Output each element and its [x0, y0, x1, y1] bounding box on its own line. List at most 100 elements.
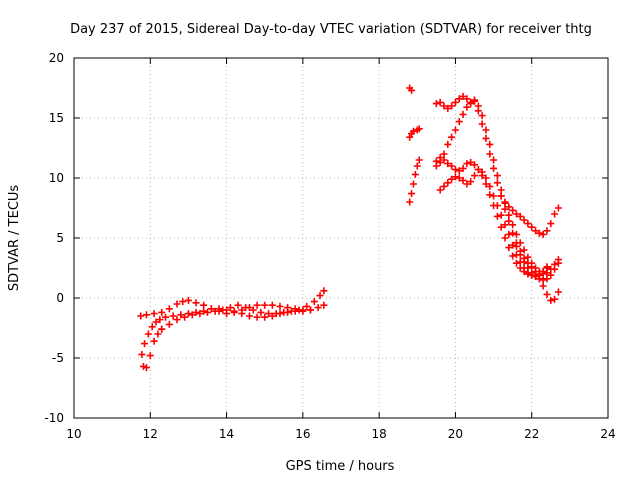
data-point	[474, 166, 482, 174]
y-tick-label: 10	[49, 171, 64, 185]
data-point	[436, 98, 444, 106]
data-point	[509, 229, 517, 237]
data-point	[551, 210, 559, 218]
data-point	[512, 242, 520, 250]
data-point	[482, 126, 490, 134]
data-point	[524, 264, 532, 272]
x-tick-label: 22	[524, 427, 539, 441]
data-point	[520, 258, 528, 266]
data-point	[152, 318, 160, 326]
data-point	[486, 191, 494, 199]
data-point	[478, 112, 486, 120]
series-arc-m	[512, 242, 562, 284]
data-point	[448, 102, 456, 110]
data-point	[516, 251, 524, 259]
data-point	[451, 98, 459, 106]
data-point	[455, 167, 463, 175]
data-point	[409, 127, 417, 135]
y-tick-label: -10	[44, 411, 64, 425]
data-point	[516, 239, 524, 247]
series-arc-e	[406, 84, 416, 94]
data-point	[490, 156, 498, 164]
data-point	[436, 154, 444, 162]
data-point	[440, 150, 448, 158]
data-point	[463, 160, 471, 168]
y-tick-label: 20	[49, 51, 64, 65]
y-axis-label: SDTVAR / TECUs	[7, 185, 22, 292]
data-point	[265, 310, 273, 318]
data-point	[512, 259, 520, 267]
x-tick-label: 12	[143, 427, 158, 441]
x-tick-label: 18	[372, 427, 387, 441]
data-point	[440, 156, 448, 164]
data-point	[501, 234, 509, 242]
data-point	[223, 310, 231, 318]
data-point	[219, 306, 227, 314]
data-point	[144, 330, 152, 338]
data-point	[554, 204, 562, 212]
data-point	[276, 302, 284, 310]
data-point	[471, 172, 478, 180]
data-point	[320, 287, 328, 295]
data-point	[478, 120, 486, 128]
data-point	[415, 125, 423, 133]
data-point	[245, 312, 253, 320]
data-point	[165, 305, 173, 313]
data-point	[249, 306, 257, 314]
data-point	[261, 313, 269, 321]
x-tick-labels: 10 12 14 16 18 20 22 24	[66, 427, 615, 441]
data-point	[432, 100, 440, 108]
series-arc-i	[432, 96, 562, 278]
data-point	[543, 290, 551, 298]
data-point	[310, 298, 318, 306]
data-point	[226, 304, 234, 312]
x-tick-label: 10	[66, 427, 81, 441]
data-point	[524, 220, 532, 228]
data-point	[509, 221, 517, 229]
data-point	[486, 150, 494, 158]
data-point	[543, 275, 551, 283]
data-point	[287, 307, 295, 315]
data-point	[280, 308, 288, 316]
data-point	[467, 178, 475, 186]
data-point	[158, 308, 166, 316]
data-point	[501, 198, 509, 206]
data-point	[497, 186, 505, 194]
data-point	[162, 313, 170, 321]
data-point	[505, 211, 513, 219]
data-point	[306, 306, 314, 314]
data-point	[509, 252, 517, 260]
y-tick-label: 5	[56, 231, 64, 245]
data-point	[320, 301, 328, 309]
data-point	[459, 92, 467, 100]
data-point	[505, 230, 513, 238]
data-point	[451, 173, 459, 181]
data-point	[192, 299, 200, 307]
data-point	[238, 306, 246, 314]
data-point	[440, 102, 448, 110]
series-arc-d	[158, 287, 328, 333]
data-point	[520, 216, 528, 224]
data-point	[406, 198, 414, 206]
data-point	[493, 212, 501, 220]
data-point	[142, 311, 150, 319]
data-point	[554, 259, 562, 267]
data-point	[444, 179, 452, 187]
data-point	[448, 162, 456, 170]
data-point	[177, 311, 185, 319]
data-point	[150, 337, 158, 345]
data-point	[509, 206, 517, 214]
data-point	[415, 156, 423, 164]
data-point	[261, 301, 269, 309]
data-point	[532, 272, 540, 280]
data-point	[444, 140, 452, 148]
data-point	[543, 263, 551, 271]
data-point	[474, 102, 482, 110]
data-point	[181, 313, 189, 321]
x-tick-label: 14	[219, 427, 234, 441]
data-point	[253, 301, 261, 309]
data-point	[497, 192, 505, 200]
data-point	[295, 306, 303, 314]
grid	[74, 58, 608, 418]
data-point	[451, 166, 459, 174]
